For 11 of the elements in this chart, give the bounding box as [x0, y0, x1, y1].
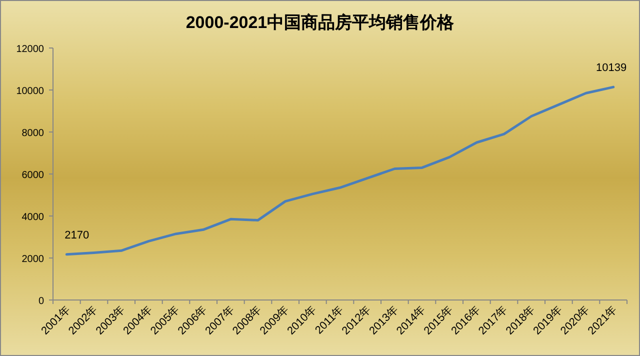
y-tick-label: 2000 — [22, 254, 44, 265]
data-label: 10139 — [596, 62, 627, 74]
chart-title: 2000-2021中国商品房平均销售价格 — [186, 13, 456, 32]
y-tick-label: 8000 — [22, 128, 44, 139]
data-label: 2170 — [64, 229, 90, 242]
y-tick-label: 6000 — [22, 170, 44, 181]
line-series — [65, 86, 615, 256]
y-tick-label: 12000 — [16, 44, 44, 55]
y-tick-label: 10000 — [16, 86, 44, 97]
y-tick-label: 4000 — [22, 212, 44, 223]
y-tick-label: 0 — [38, 296, 44, 307]
